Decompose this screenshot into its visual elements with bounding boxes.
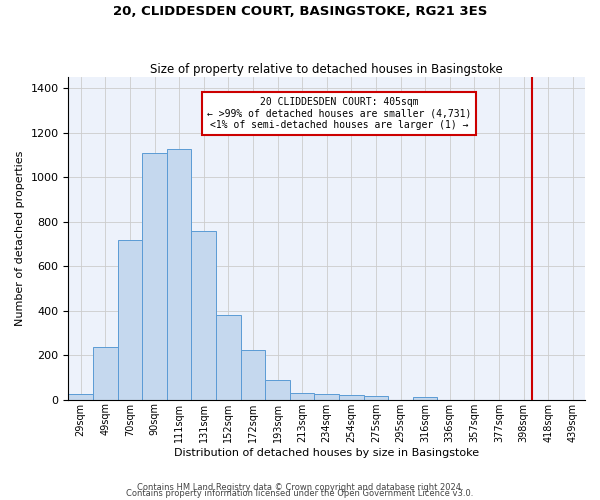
Bar xyxy=(314,394,339,400)
Text: 20 CLIDDESDEN COURT: 405sqm
← >99% of detached houses are smaller (4,731)
<1% of: 20 CLIDDESDEN COURT: 405sqm ← >99% of de… xyxy=(207,97,471,130)
Bar xyxy=(265,380,290,400)
Bar xyxy=(142,153,167,400)
Bar xyxy=(68,394,93,400)
Y-axis label: Number of detached properties: Number of detached properties xyxy=(15,150,25,326)
Bar xyxy=(364,396,388,400)
Bar xyxy=(167,150,191,400)
Bar xyxy=(339,395,364,400)
Bar xyxy=(241,350,265,400)
Text: Contains HM Land Registry data © Crown copyright and database right 2024.: Contains HM Land Registry data © Crown c… xyxy=(137,483,463,492)
Bar xyxy=(290,393,314,400)
Bar xyxy=(191,230,216,400)
Bar xyxy=(118,240,142,400)
X-axis label: Distribution of detached houses by size in Basingstoke: Distribution of detached houses by size … xyxy=(174,448,479,458)
Text: 20, CLIDDESDEN COURT, BASINGSTOKE, RG21 3ES: 20, CLIDDESDEN COURT, BASINGSTOKE, RG21 … xyxy=(113,5,487,18)
Bar xyxy=(216,315,241,400)
Title: Size of property relative to detached houses in Basingstoke: Size of property relative to detached ho… xyxy=(151,63,503,76)
Bar xyxy=(93,348,118,400)
Text: Contains property information licensed under the Open Government Licence v3.0.: Contains property information licensed u… xyxy=(127,490,473,498)
Bar xyxy=(413,398,437,400)
